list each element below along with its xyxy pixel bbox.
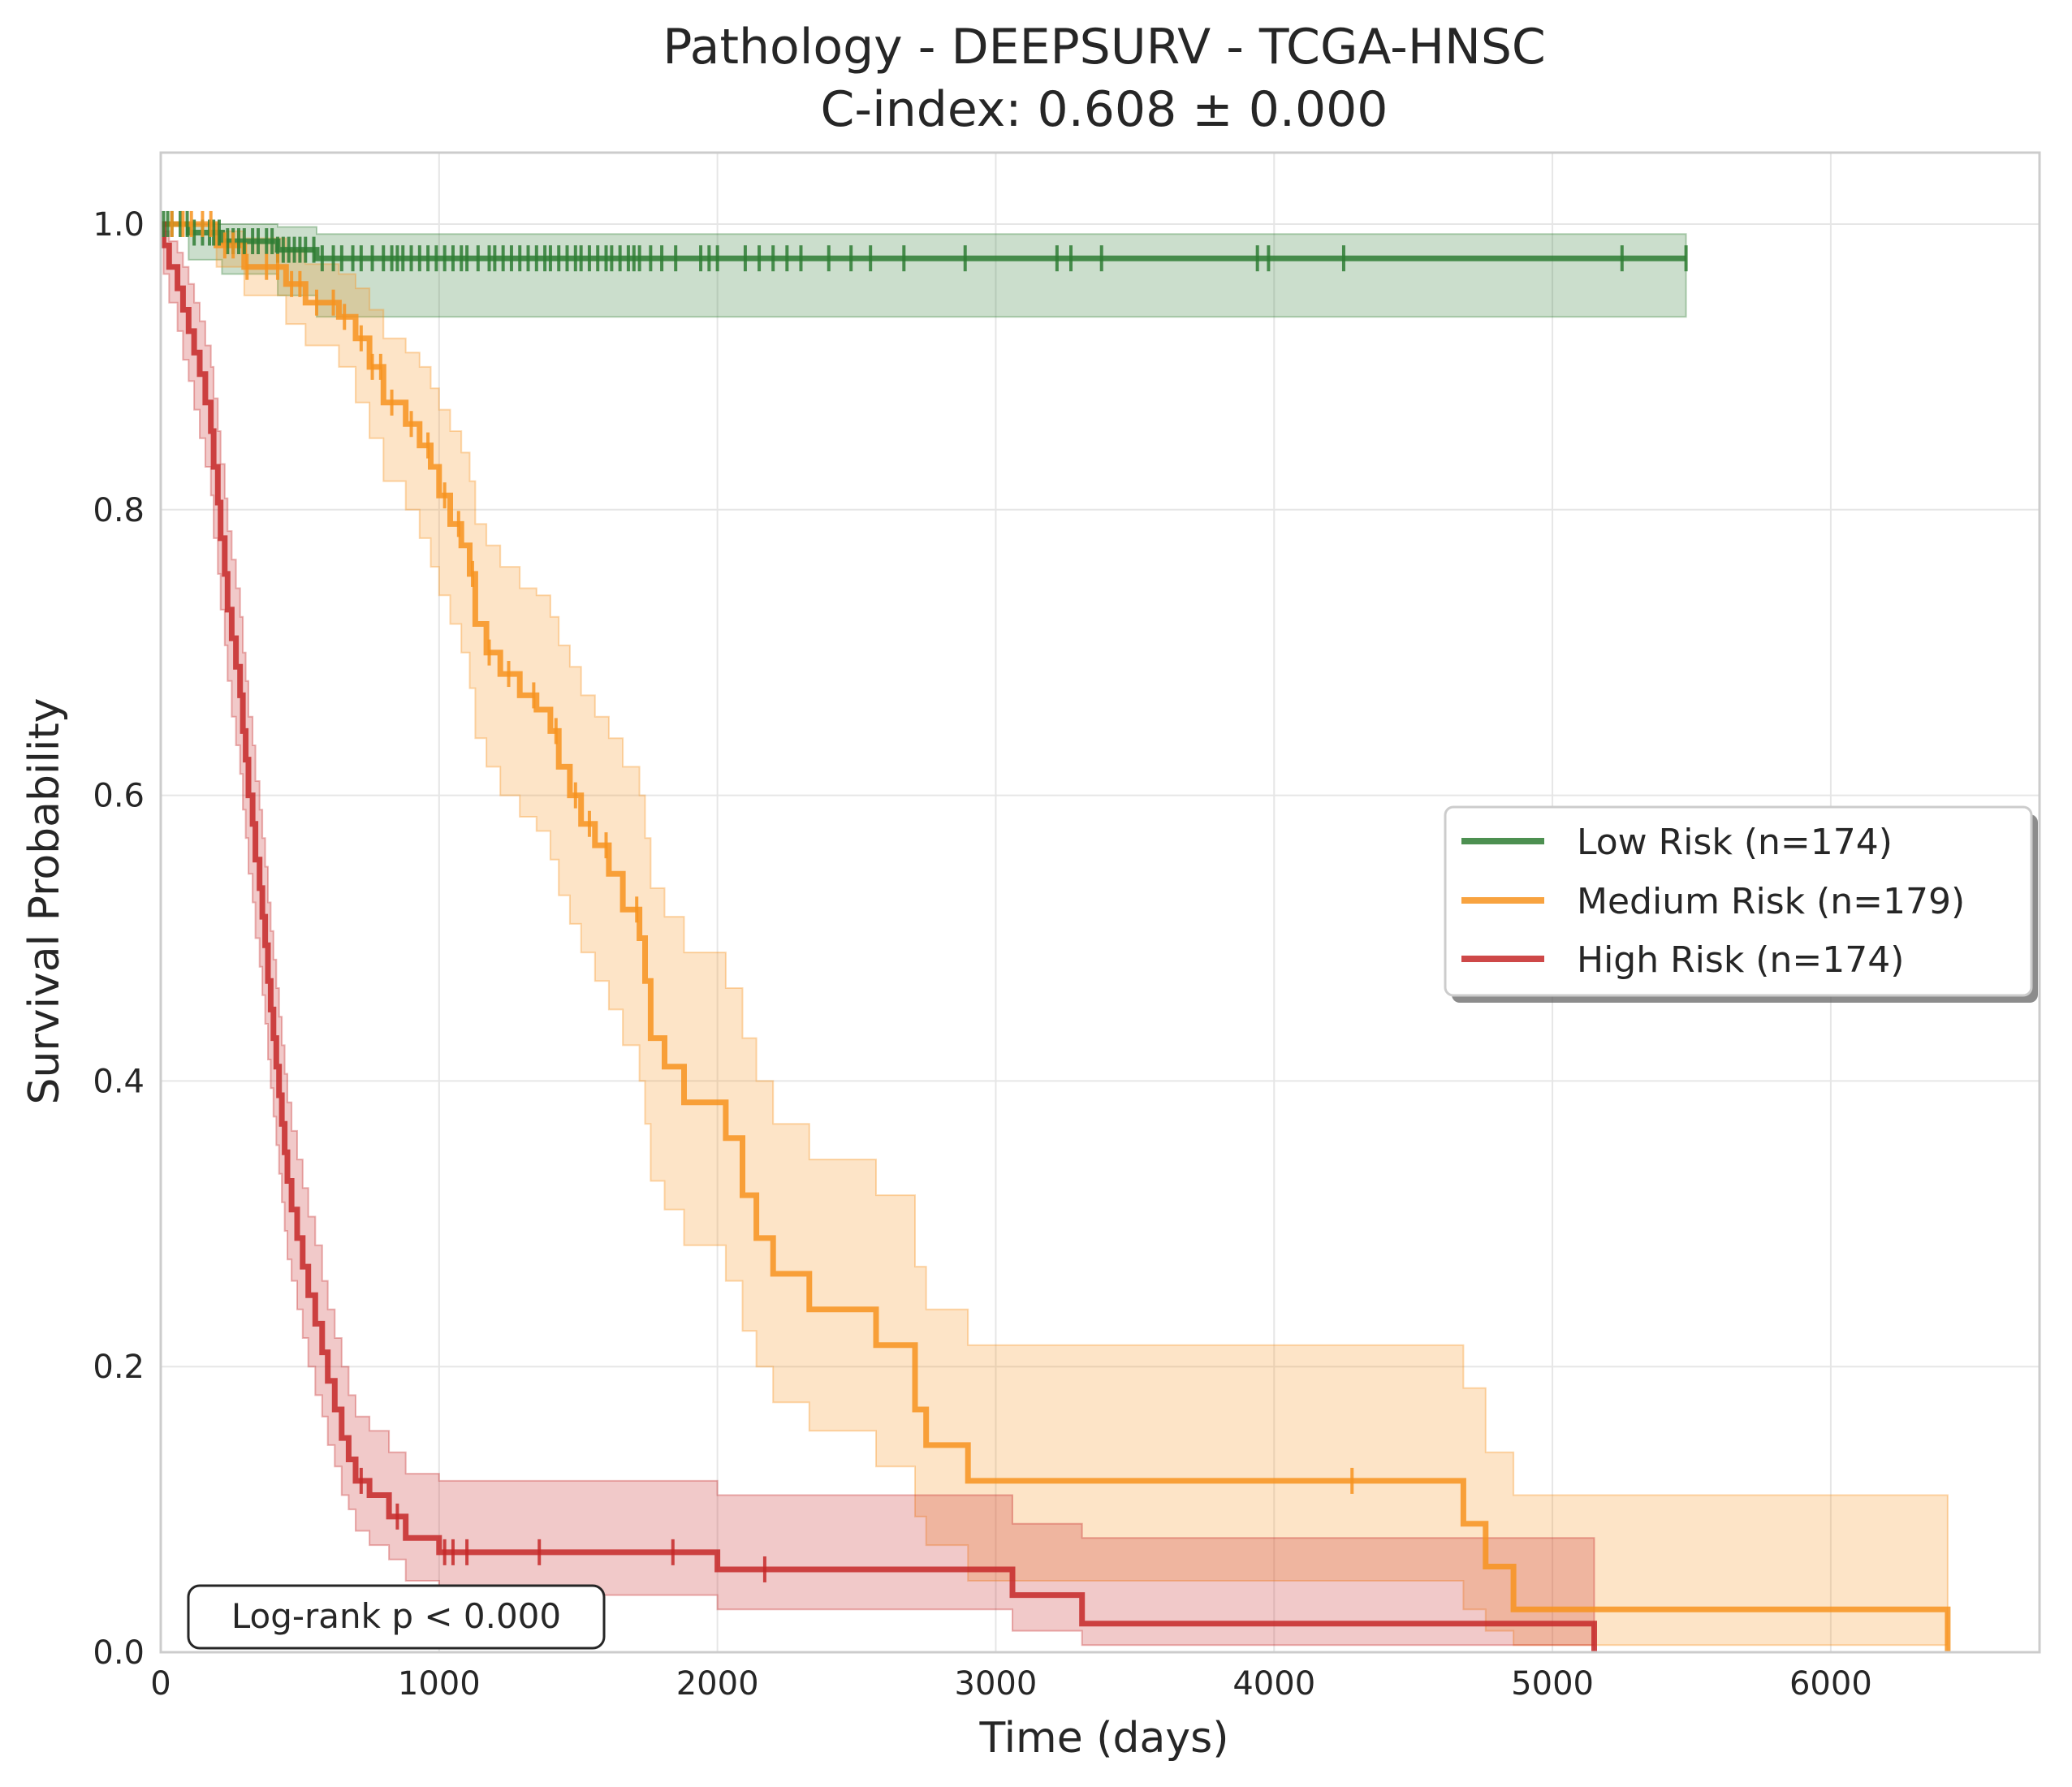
legend-box: [1444, 805, 2033, 997]
plot-frame: [159, 151, 2041, 1654]
logrank-box: [187, 1584, 606, 1650]
x-axis-label: Time (days): [978, 1714, 1228, 1763]
legend-label-high-risk: High Risk (n=174): [1577, 939, 1904, 981]
censor-marks: [162, 210, 1688, 1582]
curve-high-risk: [160, 221, 1597, 1652]
confidence-bands: [161, 223, 1949, 1652]
x-tick-label: 4000: [1232, 1665, 1315, 1703]
x-tick-label: 5000: [1511, 1665, 1594, 1703]
y-tick-label: 0.2: [93, 1349, 145, 1386]
y-tick-label: 0.4: [93, 1063, 145, 1100]
x-tick-label: 2000: [676, 1665, 759, 1703]
logrank-annotation: Log-rank p < 0.000: [187, 1584, 606, 1650]
ci-band-high-risk: [161, 223, 1595, 1652]
y-tick-label: 0.0: [93, 1634, 145, 1672]
legend: Low Risk (n=174) Medium Risk (n=179) Hig…: [1444, 805, 2038, 1003]
chart-subtitle: C-index: 0.608 ± 0.000: [821, 81, 1388, 138]
legend-label-low-risk: Low Risk (n=174): [1577, 822, 1893, 863]
y-axis-label: Survival Probability: [20, 697, 69, 1104]
x-tick-label: 3000: [955, 1665, 1038, 1703]
curve-medium-risk: [161, 221, 1951, 1652]
axis-ticks: 0 1000 2000 3000 4000 5000 6000 0.0 0.2 0.4 0.6 0.8…: [93, 206, 1871, 1703]
y-tick-label: 1.0: [93, 206, 145, 244]
x-tick-label: 6000: [1789, 1665, 1872, 1703]
y-tick-label: 0.6: [93, 778, 145, 815]
ci-band-medium-risk: [161, 223, 1949, 1652]
legend-label-medium-risk: Medium Risk (n=179): [1577, 881, 1965, 922]
ci-band-low-risk: [161, 223, 1687, 318]
logrank-text: Log-rank p < 0.000: [231, 1596, 561, 1636]
y-tick-label: 0.8: [93, 492, 145, 529]
x-tick-label: 1000: [398, 1665, 481, 1703]
chart-title: Pathology - DEEPSURV - TCGA-HNSC: [663, 19, 1546, 76]
x-tick-label: 0: [150, 1665, 171, 1703]
